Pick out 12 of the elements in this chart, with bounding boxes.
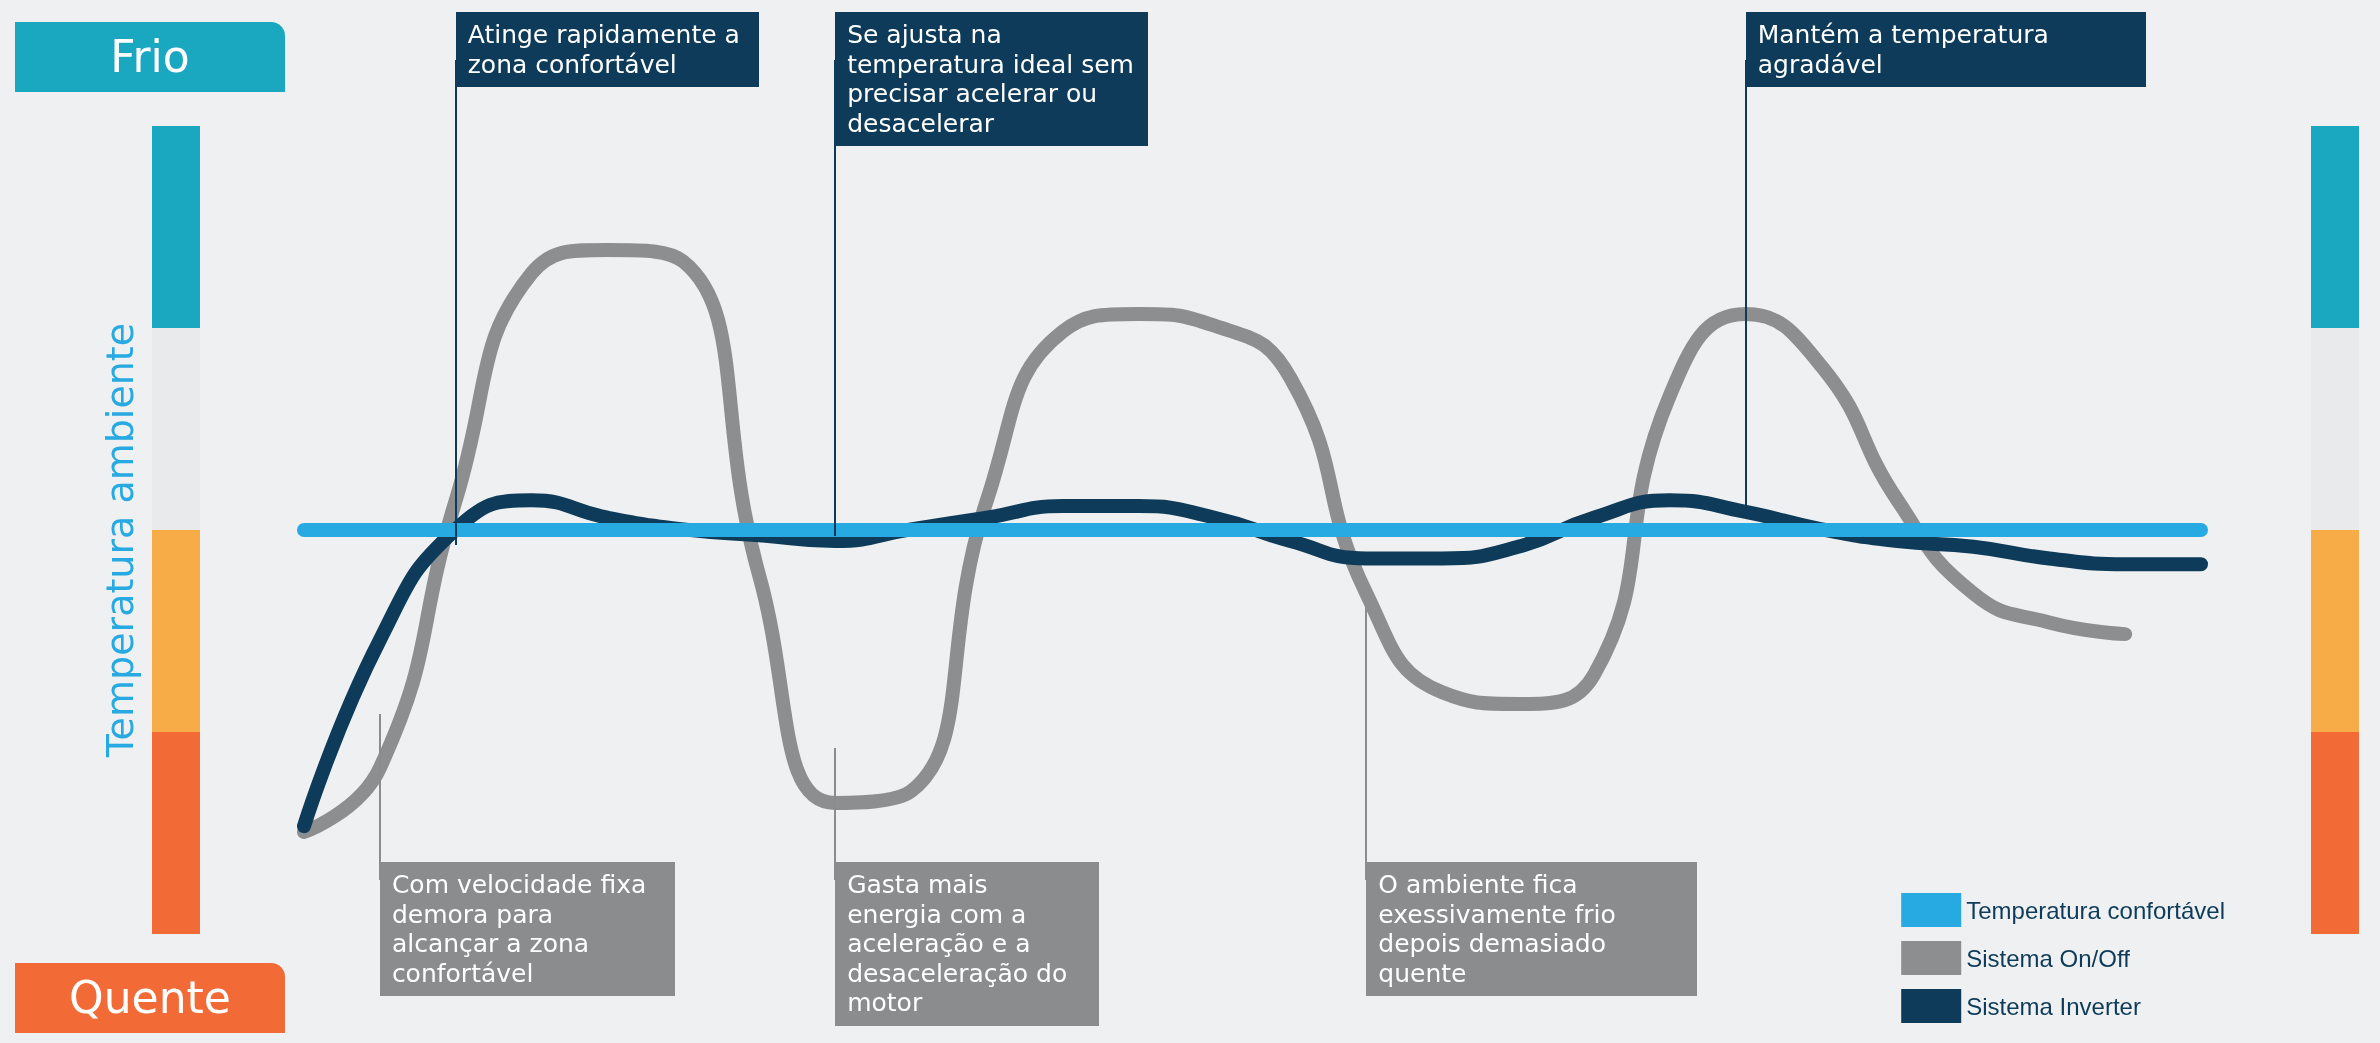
text: Com velocidade fixa demora para alcançar a zona confortável: [379, 862, 675, 996]
text: Se ajusta na temperatura ideal sem precisar acelerar ou desacelerar: [835, 12, 1149, 146]
legend-label: Sistema Inverter: [1966, 992, 2141, 1020]
text: Gasta mais energia com a aceleração e a desaceleração do motor: [835, 862, 1100, 1026]
text: O ambiente fica exessivamente frio depois demasiado quente: [1366, 862, 1698, 996]
y-axis-title: Temperatura ambiente: [98, 322, 142, 758]
text: Frio: [15, 22, 285, 92]
legend-label: Temperatura confortável: [1966, 896, 2225, 924]
text: Mantém a temperatura agradável: [1745, 12, 2146, 87]
text: Quente: [15, 963, 285, 1033]
legend-label: Sistema On/Off: [1966, 944, 2131, 972]
text: Atinge rapidamente a zona confortável: [455, 12, 759, 87]
